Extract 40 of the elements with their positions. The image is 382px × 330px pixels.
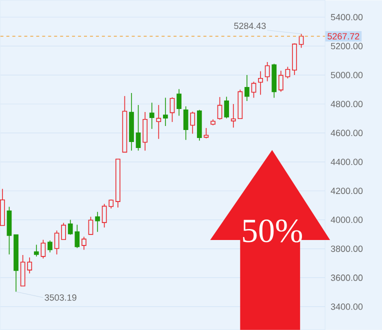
candlestick <box>163 97 168 126</box>
candlestick <box>183 106 188 140</box>
y-tick-label: 3600.00 <box>330 274 363 281</box>
candlestick <box>176 88 182 116</box>
ref-line-label: 5267.72 <box>328 33 360 40</box>
candlestick <box>40 239 46 259</box>
candlestick <box>136 104 141 151</box>
annotation: 5284.43 <box>234 22 266 30</box>
y-tick-label: 4000.00 <box>330 216 363 223</box>
candlestick <box>34 244 39 257</box>
y-tick-label: 4400.00 <box>330 158 363 166</box>
y-tick-label: 4800.00 <box>330 100 363 108</box>
candlestick <box>224 96 230 119</box>
candlestick <box>170 96 175 122</box>
candlestick <box>217 96 222 120</box>
candlestick <box>61 222 66 240</box>
y-tick-label: 3400.00 <box>330 303 363 310</box>
candlestick <box>156 104 162 140</box>
candlestick <box>278 70 284 92</box>
candlestick <box>244 74 250 102</box>
candlestick <box>88 216 94 235</box>
candlestick <box>258 70 263 96</box>
candlestick <box>264 62 270 82</box>
y-tick-label: 4600.00 <box>330 130 363 136</box>
y-tick-label: 4200.00 <box>330 188 363 194</box>
annotation: 50% <box>243 219 302 242</box>
y-tick-label: 5400.00 <box>330 14 363 20</box>
y-tick-label: 5000.00 <box>330 72 363 78</box>
y-tick-label: 5200.00 <box>330 42 363 50</box>
candlestick <box>149 102 154 130</box>
candlestick <box>251 81 256 98</box>
y-tick-label: 3800.00 <box>330 246 363 252</box>
candlestick <box>48 240 52 253</box>
candlestick <box>54 230 60 255</box>
candlestick <box>190 111 196 134</box>
candlestick <box>82 236 86 250</box>
candlestick <box>285 66 290 79</box>
candlestick <box>95 211 100 232</box>
candlestick <box>142 112 148 151</box>
annotation: 3503.19 <box>44 294 76 301</box>
